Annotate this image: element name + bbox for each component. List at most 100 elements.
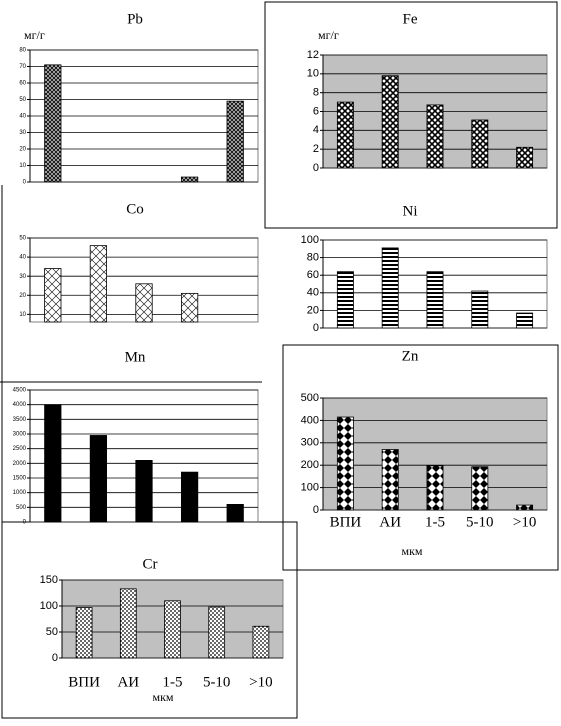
y-tick-label: 0: [313, 504, 319, 516]
y-tick-label: 500: [301, 392, 319, 404]
y-tick-label: 20: [19, 147, 26, 153]
y-tick-label: 2: [313, 143, 319, 155]
bar: [180, 292, 199, 323]
bar: [135, 459, 153, 523]
bar: [44, 268, 62, 323]
chart-title: Ni: [403, 203, 418, 219]
y-tick-label: 6: [313, 105, 319, 117]
y-tick-label: 60: [307, 269, 319, 281]
x-tick-label: 5-10: [203, 674, 231, 690]
x-tick-label: >10: [513, 514, 536, 530]
y-tick-label: 0: [313, 162, 319, 174]
bar: [336, 101, 354, 169]
y-axis-label: мг/г: [24, 28, 45, 42]
bar: [381, 247, 399, 329]
bar: [426, 104, 444, 169]
bar: [252, 625, 270, 659]
y-tick-label: 40: [19, 114, 26, 120]
bar: [75, 607, 93, 659]
y-tick-label: 4500: [13, 388, 27, 394]
y-tick-label: 300: [301, 437, 319, 449]
chart-title: Cr: [143, 556, 158, 572]
x-tick-label: 1-5: [163, 674, 183, 690]
y-tick-label: 10: [307, 68, 319, 80]
x-tick-label: 5-10: [466, 514, 494, 530]
bar: [516, 312, 534, 329]
bar: [44, 64, 62, 183]
y-tick-label: 40: [19, 255, 26, 261]
y-tick-label: 100: [40, 600, 58, 612]
y-tick-label: 10: [19, 312, 26, 318]
y-axis-label: мг/г: [318, 28, 339, 42]
x-tick-label: ВПИ: [330, 514, 362, 530]
bar: [89, 245, 108, 323]
chart-title: Fe: [403, 11, 418, 27]
y-tick-label: 2500: [13, 446, 27, 452]
bar: [471, 290, 489, 329]
bar: [426, 465, 444, 511]
y-tick-label: 30: [19, 274, 26, 280]
bar: [471, 466, 489, 511]
y-tick-label: 4: [313, 124, 319, 136]
y-tick-label: 2000: [13, 461, 27, 467]
y-tick-label: 1500: [13, 476, 27, 482]
bar: [180, 176, 199, 183]
y-tick-label: 1000: [13, 490, 27, 496]
bar: [89, 435, 108, 523]
y-tick-label: 100: [301, 482, 319, 494]
y-tick-label: 50: [19, 97, 26, 103]
panel-border: [282, 344, 559, 571]
y-tick-label: 0: [23, 180, 27, 186]
x-tick-label: АИ: [117, 674, 139, 690]
bar: [516, 146, 534, 169]
y-tick-label: 80: [307, 252, 319, 264]
y-tick-label: 0: [52, 652, 58, 664]
y-tick-label: 0: [23, 520, 27, 526]
y-tick-label: 8: [313, 87, 319, 99]
bar: [381, 75, 399, 169]
x-tick-label: АИ: [379, 514, 401, 530]
y-tick-label: 20: [19, 293, 26, 299]
y-tick-label: 30: [19, 130, 26, 136]
bar: [226, 503, 244, 523]
x-tick-label: ВПИ: [68, 674, 100, 690]
x-axis-label: мкм: [152, 690, 173, 704]
chart-title: Pb: [127, 11, 143, 27]
y-tick-label: 400: [301, 414, 319, 426]
bar: [336, 416, 354, 511]
x-axis-label: мкм: [401, 544, 422, 558]
bar: [44, 404, 62, 523]
y-tick-label: 50: [19, 236, 26, 242]
y-tick-label: 100: [301, 234, 319, 246]
y-tick-label: 12: [307, 49, 319, 61]
bar: [164, 600, 181, 659]
y-tick-label: 40: [307, 287, 319, 299]
y-tick-label: 0: [313, 322, 319, 334]
chart-title: Co: [126, 201, 144, 217]
x-tick-label: >10: [249, 674, 272, 690]
y-tick-label: 150: [40, 574, 58, 586]
chart-title: Mn: [125, 349, 146, 365]
y-tick-label: 10: [19, 163, 26, 169]
panel-border: [264, 1, 558, 229]
bar: [381, 449, 399, 511]
y-tick-label: 4000: [13, 402, 27, 408]
bar: [426, 271, 444, 329]
y-tick-label: 80: [19, 48, 26, 54]
x-tick-label: 1-5: [425, 514, 445, 530]
bar: [336, 271, 354, 329]
chart-title: Zn: [402, 348, 419, 364]
bar: [135, 283, 153, 323]
y-tick-label: 50: [46, 626, 58, 638]
y-tick-label: 3500: [13, 417, 27, 423]
bar: [516, 504, 534, 511]
y-tick-label: 3000: [13, 432, 27, 438]
y-tick-label: 200: [301, 459, 319, 471]
bar: [471, 119, 489, 169]
y-tick-label: 60: [19, 81, 26, 87]
y-tick-label: 500: [16, 505, 27, 511]
y-tick-label: 20: [307, 304, 319, 316]
bar: [180, 471, 199, 523]
bar: [208, 606, 226, 659]
